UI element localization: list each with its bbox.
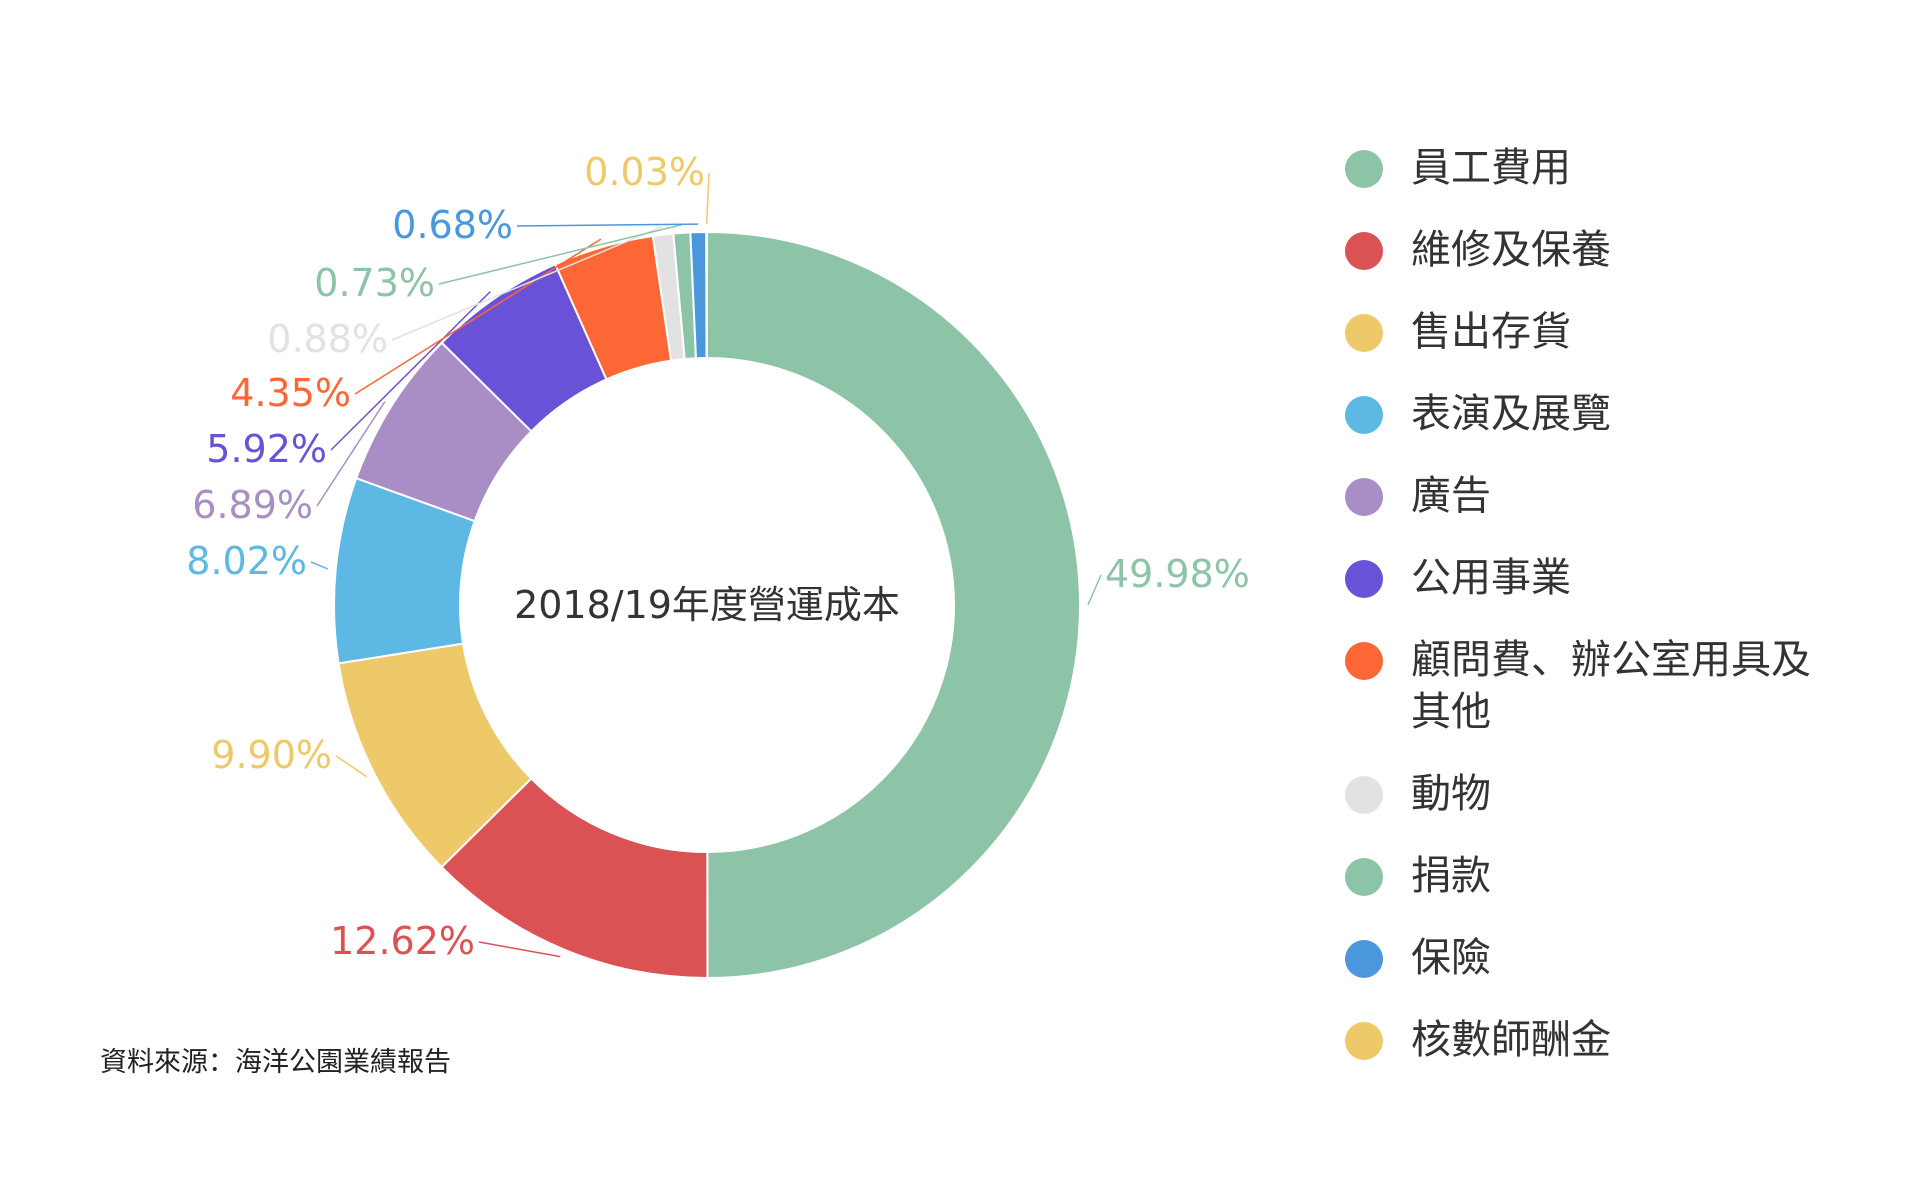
legend-dot-icon [1345,642,1383,680]
data-label-10: 0.03% [584,150,705,194]
leader-line-10 [705,172,710,225]
data-label-0: 49.98% [1105,552,1250,596]
legend-dot-icon [1345,1022,1383,1060]
leader-line-7 [391,225,663,341]
legend-label: 售出存貨 [1411,309,1571,355]
data-label-7: 0.88% [267,317,388,361]
leader-line-8 [438,224,682,285]
legend-item[interactable]: 表演及展覽 [1345,391,1831,440]
legend-item[interactable]: 售出存貨 [1345,309,1831,358]
legend-dot-icon [1345,776,1383,814]
legend-label: 維修及保養 [1411,227,1611,273]
data-label-6: 4.35% [230,371,351,415]
legend-label: 公用事業 [1411,555,1571,601]
legend-item[interactable]: 顧問費、辦公室用具及其他 [1345,637,1831,738]
legend-label: 員工費用 [1411,145,1571,191]
legend-item[interactable]: 廣告 [1345,473,1831,522]
legend-label: 核數師酬金 [1411,1017,1611,1063]
legend-dot-icon [1345,150,1383,188]
leader-line-0 [1087,574,1102,606]
legend-item[interactable]: 維修及保養 [1345,227,1831,276]
leader-line-1 [478,941,561,958]
legend-label: 保險 [1411,935,1491,981]
data-label-8: 0.73% [314,261,435,305]
legend-item[interactable]: 員工費用 [1345,145,1831,194]
legend-dot-icon [1345,314,1383,352]
legend-dot-icon [1345,560,1383,598]
slice-10[interactable] [705,230,708,360]
legend-item[interactable]: 保險 [1345,935,1831,984]
legend-item[interactable]: 核數師酬金 [1345,1017,1831,1066]
legend-dot-icon [1345,232,1383,270]
legend-dot-icon [1345,478,1383,516]
legend-item[interactable]: 捐款 [1345,853,1831,902]
legend-label: 顧問費、辦公室用具及其他 [1411,637,1811,735]
leader-line-4 [316,401,386,507]
data-label-4: 6.89% [192,483,313,527]
data-label-2: 9.90% [211,733,332,777]
data-label-9: 0.68% [392,203,513,247]
legend-label: 捐款 [1411,853,1491,899]
leader-line-2 [335,755,368,778]
legend-item[interactable]: 公用事業 [1345,555,1831,604]
legend-dot-icon [1345,940,1383,978]
leader-line-6 [354,238,602,395]
legend-item[interactable]: 動物 [1345,771,1831,820]
data-label-5: 5.92% [206,427,327,471]
legend-dot-icon [1345,396,1383,434]
source-note: 資料來源：海洋公園業績報告 [100,1047,451,1078]
legend: 員工費用維修及保養售出存貨表演及展覽廣告公用事業顧問費、辦公室用具及其他動物捐款… [1345,145,1831,1102]
legend-label: 廣告 [1411,473,1491,519]
legend-dot-icon [1345,858,1383,896]
slice-0[interactable] [706,230,1082,980]
leader-line-5 [330,291,491,451]
chart-title: 2018/19年度營運成本 [514,583,900,627]
legend-label: 表演及展覽 [1411,391,1611,437]
legend-label: 動物 [1411,771,1491,817]
leader-line-3 [310,561,329,570]
data-label-1: 12.62% [330,919,475,963]
leader-line-9 [516,223,699,227]
data-label-3: 8.02% [186,539,307,583]
